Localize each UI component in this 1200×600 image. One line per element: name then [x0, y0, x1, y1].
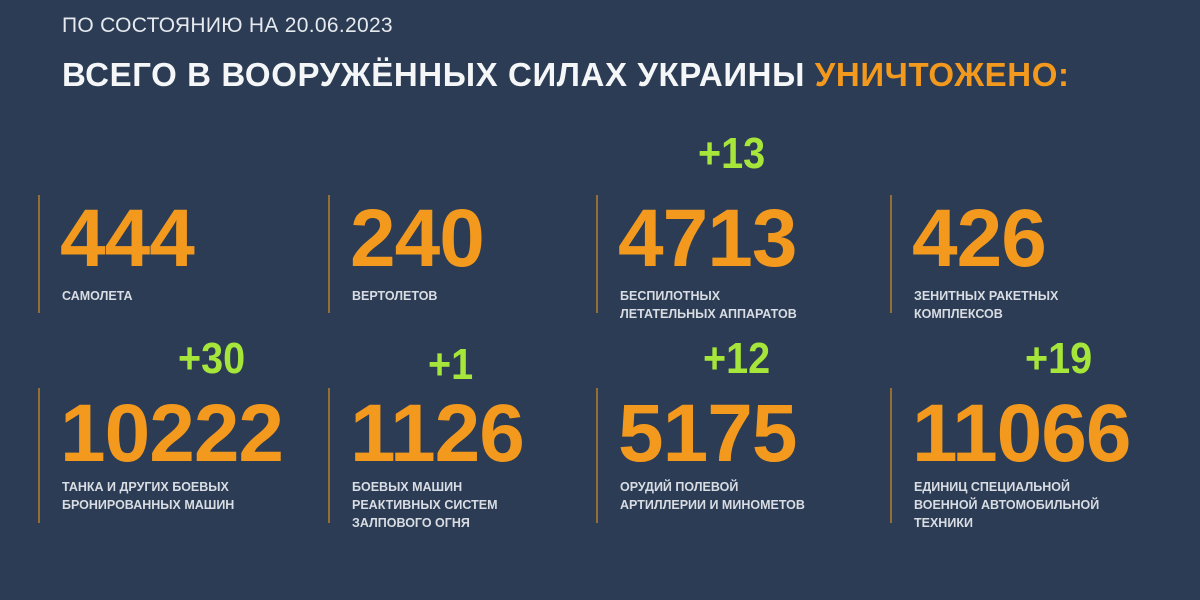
stat-delta: +12	[703, 334, 771, 383]
stat-label-line: ЕДИНИЦ СПЕЦИАЛЬНОЙ	[914, 480, 1070, 494]
stat-value: 444	[60, 193, 195, 284]
stat-label-line: ЗАЛПОВОГО ОГНЯ	[352, 516, 470, 530]
stat-label-line: РЕАКТИВНЫХ СИСТЕМ	[352, 498, 498, 512]
stat-delta: +30	[178, 334, 246, 383]
stat-label-line: ЗЕНИТНЫХ РАКЕТНЫХ	[914, 289, 1059, 303]
stat-value: 4713	[618, 193, 797, 284]
stat-label-line: ОРУДИЙ ПОЛЕВОЙ	[620, 480, 739, 494]
page-title: ВСЕГО В ВООРУЖЁННЫХ СИЛАХ УКРАИНЫ УНИЧТО…	[62, 56, 1070, 94]
divider	[328, 388, 330, 523]
divider	[38, 388, 40, 523]
stat-value: 1126	[350, 388, 525, 479]
stat-label: ТАНКА И ДРУГИХ БОЕВЫХ БРОНИРОВАННЫХ МАШИН	[62, 478, 234, 514]
stat-label-line: ЛЕТАТЕЛЬНЫХ АППАРАТОВ	[620, 307, 797, 321]
stat-label-line: КОМПЛЕКСОВ	[914, 307, 1003, 321]
stat-delta: +13	[698, 129, 766, 178]
stat-label: ВЕРТОЛЕТОВ	[352, 287, 437, 305]
stat-label-line: БОЕВЫХ МАШИН	[352, 480, 463, 494]
stat-value: 240	[350, 193, 485, 284]
divider	[890, 195, 892, 313]
title-highlight: УНИЧТОЖЕНО:	[814, 56, 1070, 93]
stat-label: ЕДИНИЦ СПЕЦИАЛЬНОЙ ВОЕННОЙ АВТОМОБИЛЬНОЙ Т…	[914, 478, 1099, 532]
date-line: ПО СОСТОЯНИЮ НА 20.06.2023	[62, 14, 393, 37]
stat-label: ЗЕНИТНЫХ РАКЕТНЫХ КОМПЛЕКСОВ	[914, 287, 1058, 323]
divider	[596, 388, 598, 523]
divider	[890, 388, 892, 523]
stat-value: 10222	[60, 388, 284, 479]
divider	[38, 195, 40, 313]
stat-value: 426	[912, 193, 1047, 284]
stat-label-line: ВЕРТОЛЕТОВ	[352, 289, 438, 303]
stat-delta: +1	[428, 340, 474, 389]
stat-label-line: БРОНИРОВАННЫХ МАШИН	[62, 498, 235, 512]
stat-delta: +19	[1025, 334, 1093, 383]
stat-label-line: ТЕХНИКИ	[914, 516, 973, 530]
title-main: ВСЕГО В ВООРУЖЁННЫХ СИЛАХ УКРАИНЫ	[62, 56, 806, 93]
stat-label: САМОЛЕТА	[62, 287, 133, 305]
stat-label-line: ВОЕННОЙ АВТОМОБИЛЬНОЙ	[914, 498, 1100, 512]
stat-label-line: БЕСПИЛОТНЫХ	[620, 289, 721, 303]
stat-value: 5175	[618, 388, 797, 479]
stat-label-line: САМОЛЕТА	[62, 289, 133, 303]
stat-label-line: ТАНКА И ДРУГИХ БОЕВЫХ	[62, 480, 229, 494]
stat-label: БЕСПИЛОТНЫХ ЛЕТАТЕЛЬНЫХ АППАРАТОВ	[620, 287, 797, 323]
divider	[596, 195, 598, 313]
stat-value: 11066	[912, 388, 1131, 479]
divider	[328, 195, 330, 313]
stat-label-line: АРТИЛЛЕРИИ И МИНОМЕТОВ	[620, 498, 805, 512]
stat-label: БОЕВЫХ МАШИН РЕАКТИВНЫХ СИСТЕМ ЗАЛПОВОГО О…	[352, 478, 497, 532]
stat-label: ОРУДИЙ ПОЛЕВОЙ АРТИЛЛЕРИИ И МИНОМЕТОВ	[620, 478, 805, 514]
